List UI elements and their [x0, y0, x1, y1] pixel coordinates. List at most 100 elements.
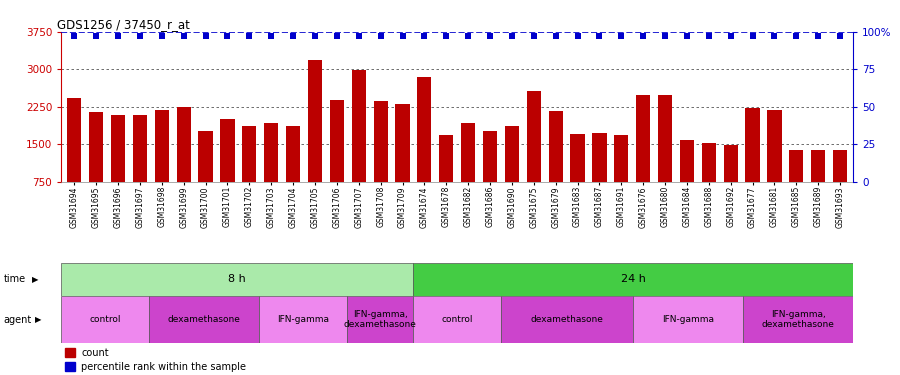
Point	[68, 33, 82, 39]
Point	[111, 33, 125, 39]
Bar	[242, 126, 256, 182]
Point	[176, 33, 191, 39]
Text: 8 h: 8 h	[229, 274, 246, 284]
Bar	[483, 131, 497, 182]
Point	[767, 33, 781, 39]
Point	[526, 33, 541, 39]
Point	[352, 33, 366, 39]
Bar	[329, 100, 344, 182]
Bar	[259, 296, 347, 343]
Point	[308, 33, 322, 39]
Point	[461, 33, 475, 39]
Bar	[286, 126, 301, 182]
Point	[658, 33, 672, 39]
Bar	[65, 348, 75, 357]
Text: IFN-gamma: IFN-gamma	[662, 315, 715, 324]
Point	[395, 33, 410, 39]
Point	[505, 33, 519, 39]
Text: IFN-gamma,
dexamethasone: IFN-gamma, dexamethasone	[761, 310, 834, 329]
Bar	[155, 110, 169, 182]
Text: ▶: ▶	[32, 275, 39, 284]
Point	[418, 33, 432, 39]
Point	[329, 33, 344, 39]
Bar	[89, 112, 104, 182]
Text: ▶: ▶	[35, 315, 41, 324]
Point	[220, 33, 235, 39]
Text: IFN-gamma: IFN-gamma	[277, 315, 329, 324]
Bar	[526, 92, 541, 182]
Bar	[61, 296, 149, 343]
Point	[264, 33, 278, 39]
Bar	[149, 296, 259, 343]
Bar	[614, 135, 628, 182]
Bar	[680, 140, 694, 182]
Point	[680, 33, 694, 39]
Bar	[220, 119, 235, 182]
Bar	[439, 135, 454, 182]
Bar	[111, 115, 125, 182]
Text: time: time	[4, 274, 26, 284]
Point	[702, 33, 716, 39]
Point	[242, 33, 256, 39]
Point	[592, 33, 607, 39]
Point	[636, 33, 651, 39]
Bar	[501, 296, 634, 343]
Bar	[634, 296, 743, 343]
Bar	[413, 296, 501, 343]
Point	[571, 33, 585, 39]
Bar	[743, 296, 853, 343]
Text: percentile rank within the sample: percentile rank within the sample	[81, 362, 246, 372]
Bar	[724, 146, 738, 182]
Bar	[176, 107, 191, 182]
Point	[133, 33, 148, 39]
Bar	[199, 131, 212, 182]
Point	[614, 33, 628, 39]
Point	[832, 33, 847, 39]
Text: control: control	[89, 315, 121, 324]
Text: dexamethasone: dexamethasone	[531, 315, 604, 324]
Bar	[308, 60, 322, 182]
Point	[374, 33, 388, 39]
Bar	[61, 262, 413, 296]
Bar	[592, 134, 607, 182]
Bar	[505, 126, 519, 182]
Bar	[745, 108, 760, 182]
Bar	[702, 143, 716, 182]
Point	[548, 33, 562, 39]
Bar	[68, 98, 81, 182]
Point	[89, 33, 104, 39]
Text: IFN-gamma,
dexamethasone: IFN-gamma, dexamethasone	[344, 310, 417, 329]
Bar	[352, 70, 366, 182]
Bar	[658, 95, 672, 182]
Point	[811, 33, 825, 39]
Point	[745, 33, 760, 39]
Bar	[833, 150, 847, 182]
Bar	[768, 110, 781, 182]
Text: agent: agent	[4, 315, 32, 325]
Bar	[65, 362, 75, 371]
Bar	[374, 101, 388, 182]
Text: GDS1256 / 37450_r_at: GDS1256 / 37450_r_at	[58, 18, 190, 31]
Point	[439, 33, 454, 39]
Point	[789, 33, 804, 39]
Point	[155, 33, 169, 39]
Bar	[395, 104, 410, 182]
Bar	[133, 116, 147, 182]
Bar	[571, 134, 585, 182]
Bar	[347, 296, 413, 343]
Text: control: control	[441, 315, 473, 324]
Text: dexamethasone: dexamethasone	[167, 315, 240, 324]
Bar	[461, 123, 475, 182]
Text: count: count	[81, 348, 109, 358]
Point	[482, 33, 497, 39]
Bar	[811, 150, 825, 182]
Point	[724, 33, 738, 39]
Bar	[548, 111, 562, 182]
Bar	[264, 123, 278, 182]
Bar	[789, 150, 804, 182]
Point	[286, 33, 301, 39]
Bar	[636, 95, 651, 182]
Point	[198, 33, 212, 39]
Bar	[418, 77, 431, 182]
Text: 24 h: 24 h	[621, 274, 645, 284]
